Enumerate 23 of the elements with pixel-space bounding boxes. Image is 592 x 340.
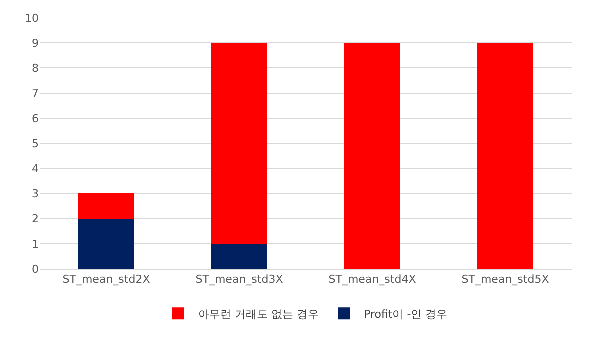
y-tick-label: 0 — [32, 262, 39, 276]
y-tick-label: 3 — [32, 188, 39, 201]
x-tick-label: ST_mean_std4X — [328, 273, 417, 286]
bar — [78, 218, 134, 269]
x-tick-label: ST_mean_std2X — [62, 273, 151, 286]
bar — [344, 43, 400, 269]
bar — [478, 43, 534, 269]
y-tick-label: 10 — [25, 12, 39, 25]
legend-label: Profit이 -인 경우 — [364, 308, 448, 321]
x-tick-label: ST_mean_std3X — [196, 273, 284, 286]
y-tick-label: 7 — [32, 87, 39, 100]
y-tick-label: 4 — [32, 162, 39, 176]
y-tick-label: 9 — [32, 36, 39, 50]
legend-label: 아무런 거래도 없는 경우 — [198, 308, 319, 321]
x-tick-label: ST_mean_std5X — [462, 273, 550, 286]
y-tick-label: 6 — [32, 112, 39, 126]
y-tick-label: 8 — [32, 62, 39, 76]
y-tick-label: 2 — [32, 212, 39, 226]
bar — [78, 194, 134, 219]
y-tick-label: 5 — [32, 137, 39, 150]
y-tick-label: 1 — [32, 238, 39, 251]
bar — [212, 43, 268, 244]
bar — [212, 244, 268, 269]
